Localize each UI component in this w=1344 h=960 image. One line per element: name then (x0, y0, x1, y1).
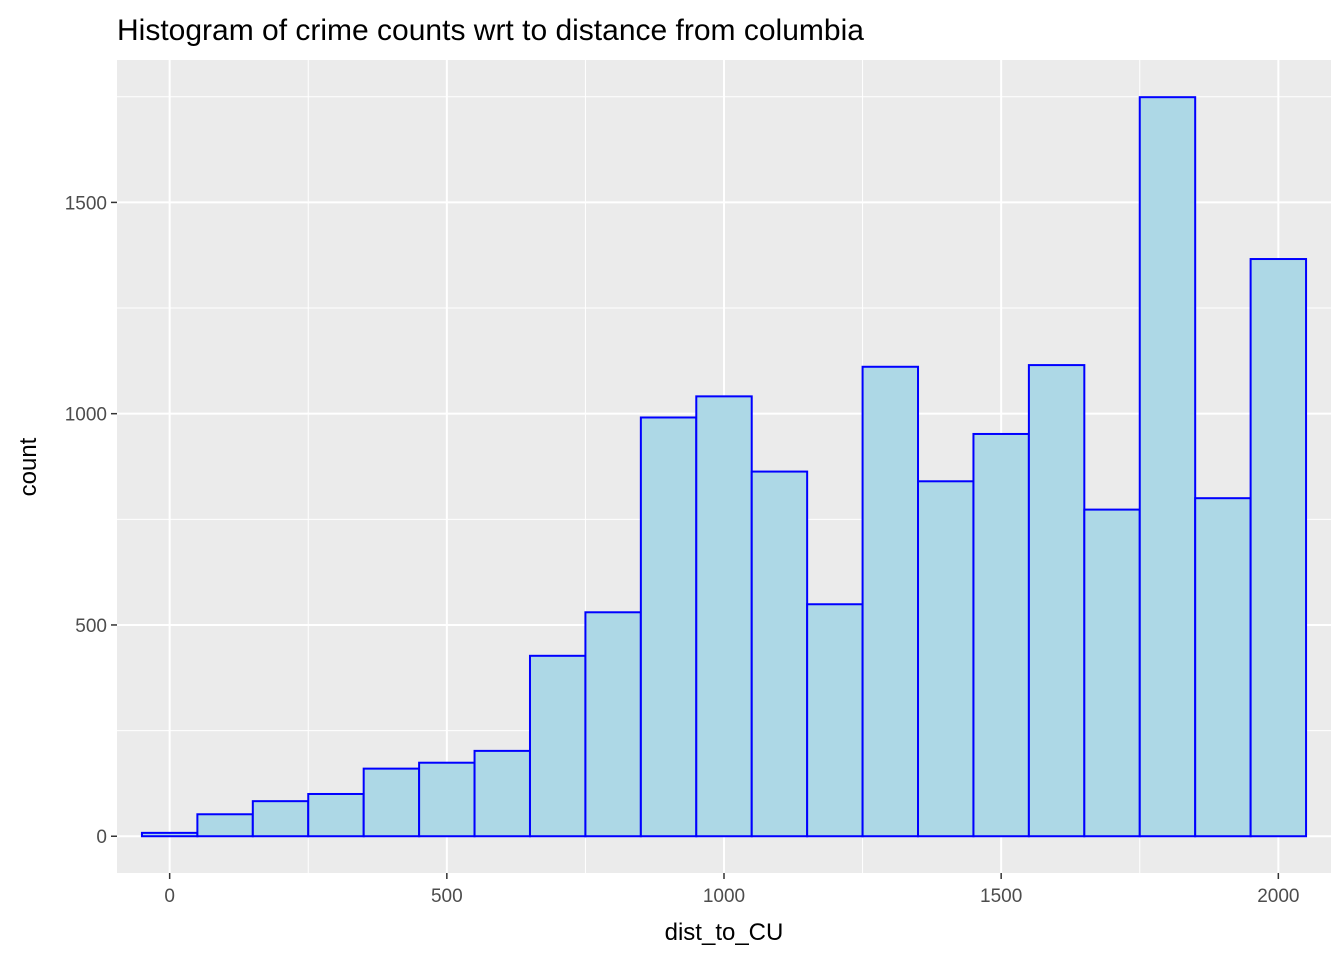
histogram-bar (695, 395, 753, 838)
histogram-bar (1194, 497, 1252, 838)
chart-title: Histogram of crime counts wrt to distanc… (117, 14, 864, 47)
histogram-bar (917, 480, 975, 838)
histogram-bars (140, 96, 1308, 838)
histogram-bar (861, 365, 920, 838)
histogram-bar (1138, 96, 1197, 838)
x-tick-label: 2000 (1257, 886, 1299, 907)
y-tick-label: 1000 (65, 405, 107, 426)
histogram-bar (972, 432, 1030, 838)
x-axis-title: dist_to_CU (665, 919, 784, 946)
histogram-bar (196, 813, 254, 838)
x-tick-label: 1000 (703, 886, 745, 907)
y-tick-label: 1500 (65, 193, 107, 214)
histogram-bar (528, 654, 587, 838)
y-axis-title: count (15, 437, 42, 496)
histogram-bar (1249, 258, 1308, 838)
histogram-bar (140, 831, 199, 838)
histogram-bar (418, 761, 476, 838)
histogram-bar (584, 611, 642, 838)
y-axis-ticks: 0 500 1000 1500 (65, 193, 117, 848)
x-axis-ticks: 0 500 1000 1500 2000 (164, 873, 1299, 907)
histogram-bar (362, 767, 421, 838)
histogram-bar (1027, 364, 1086, 838)
histogram-bar (1083, 508, 1141, 838)
histogram-bar (307, 792, 365, 838)
x-tick-label: 0 (164, 886, 175, 907)
x-tick-label: 1500 (980, 886, 1022, 907)
x-tick-label: 500 (431, 886, 463, 907)
histogram-bar (473, 749, 531, 838)
histogram-bar (639, 416, 698, 838)
histogram-bar (251, 800, 310, 838)
y-tick-label: 500 (75, 616, 107, 637)
y-tick-label: 0 (96, 827, 107, 848)
histogram-bar (806, 603, 864, 838)
histogram-bar (750, 470, 809, 838)
